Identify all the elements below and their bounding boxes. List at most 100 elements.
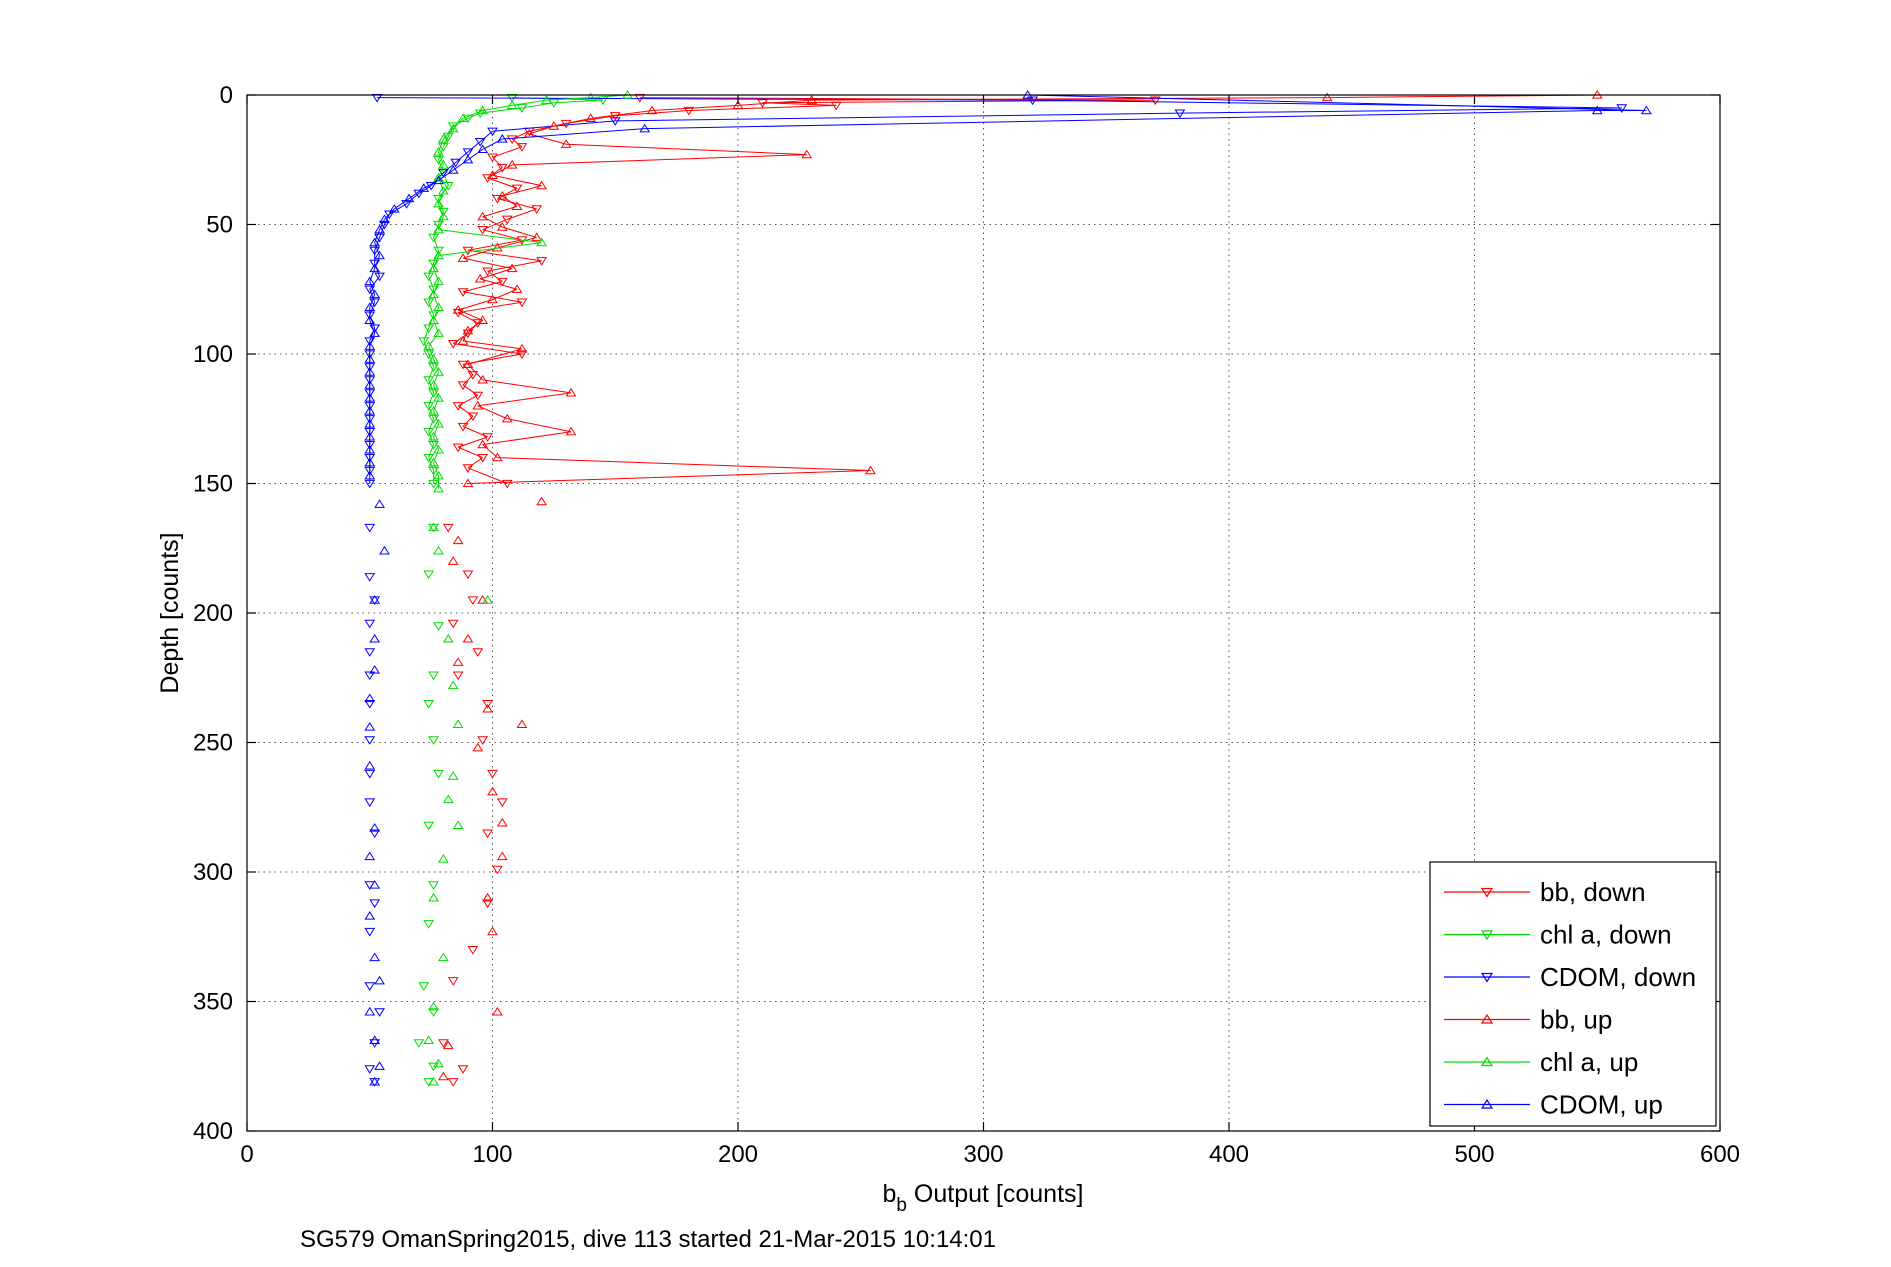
data-point: [487, 786, 498, 796]
series-line-segment: [438, 242, 542, 257]
data-point: [428, 1076, 439, 1086]
data-point: [364, 367, 376, 376]
data-point: [364, 444, 376, 454]
data-point: [865, 465, 876, 475]
series-line-segment: [467, 148, 483, 161]
data-point: [364, 911, 376, 920]
data-point: [496, 191, 508, 200]
data-point: [482, 595, 493, 604]
y-tick-label: 250: [193, 730, 233, 757]
data-point: [428, 354, 439, 363]
data-point: [423, 700, 435, 709]
data-point: [487, 769, 498, 779]
legend-entry: chl a, up: [1444, 1047, 1638, 1077]
data-point: [369, 952, 381, 962]
data-point: [428, 289, 439, 299]
series-line-segment: [467, 470, 871, 484]
data-point: [511, 184, 523, 194]
series-line-segment: [512, 99, 547, 106]
data-point: [374, 1008, 385, 1017]
data-point: [565, 387, 577, 397]
data-point: [428, 522, 439, 532]
data-point: [467, 596, 479, 606]
data-point: [388, 203, 400, 213]
data-point: [585, 113, 597, 122]
data-point: [496, 851, 508, 861]
series-line-segment: [487, 167, 503, 179]
data-point: [462, 478, 474, 488]
data-point: [639, 123, 651, 133]
data-point: [482, 829, 493, 839]
series-line-segment: [502, 226, 537, 238]
series-line-segment: [615, 112, 1180, 122]
data-point: [374, 233, 385, 243]
legend-entry: bb, up: [1444, 1005, 1612, 1035]
data-point: [374, 975, 385, 985]
data-point: [423, 570, 435, 580]
data-point: [428, 1001, 439, 1011]
series-line-segment: [546, 97, 591, 101]
data-point: [506, 263, 518, 273]
data-point: [830, 101, 842, 111]
legend-swatch-marker: [1480, 1098, 1494, 1109]
series-line-segment: [457, 436, 488, 448]
legend: bb, down chl a, down CDOM, down bb, up chl a…: [1429, 861, 1717, 1127]
data-point: [487, 153, 498, 163]
series-line-segment: [590, 110, 653, 119]
data-point: [364, 760, 376, 770]
data-point: [428, 457, 439, 467]
data-point: [364, 648, 376, 657]
data-point: [496, 798, 508, 808]
data-point: [467, 412, 479, 422]
series-line-segment: [482, 104, 513, 112]
data-point: [423, 298, 435, 308]
data-point: [467, 371, 479, 380]
legend-swatch-marker: [1480, 1013, 1494, 1024]
series-line-segment: [467, 467, 508, 484]
data-point: [447, 771, 459, 780]
legend-box: [1429, 861, 1717, 1127]
x-axis-label: bb Output [counts]: [883, 1180, 1084, 1216]
data-point: [423, 324, 435, 334]
data-point: [364, 341, 376, 350]
data-point: [646, 105, 658, 115]
series-line-segment: [467, 457, 483, 469]
data-point: [447, 977, 459, 986]
data-point: [487, 170, 498, 179]
data-point: [413, 1039, 425, 1048]
data-point: [433, 769, 444, 779]
data-point: [428, 881, 439, 890]
series-line-segment: [502, 128, 645, 140]
data-point: [364, 315, 376, 324]
data-point: [506, 159, 518, 169]
data-point: [423, 453, 435, 463]
data-point: [364, 573, 376, 582]
legend-label: CDOM, up: [1540, 1090, 1663, 1120]
data-point: [364, 418, 376, 428]
x-tick-label: 300: [963, 1141, 1003, 1168]
series-line-segment: [507, 418, 572, 433]
data-point: [447, 680, 459, 690]
data-point: [482, 899, 493, 909]
data-point: [433, 328, 444, 337]
data-point: [447, 123, 459, 133]
data-point: [364, 798, 376, 808]
data-point: [447, 1078, 459, 1087]
data-point: [364, 470, 376, 480]
data-point: [482, 267, 493, 277]
data-point: [477, 144, 489, 154]
series-line-segment: [512, 154, 807, 166]
series-line-segment: [479, 130, 493, 143]
data-point: [536, 496, 548, 506]
data-point: [806, 95, 818, 104]
series-line-segment: [529, 133, 567, 145]
series-line-segment: [1179, 107, 1622, 114]
data-point: [428, 479, 439, 489]
data-point: [474, 273, 486, 283]
series-line-segment: [467, 319, 483, 332]
data-point: [506, 135, 518, 145]
x-tick-label: 600: [1700, 1141, 1740, 1168]
data-point: [369, 1035, 381, 1044]
legend-entry: CDOM, down: [1444, 962, 1696, 992]
